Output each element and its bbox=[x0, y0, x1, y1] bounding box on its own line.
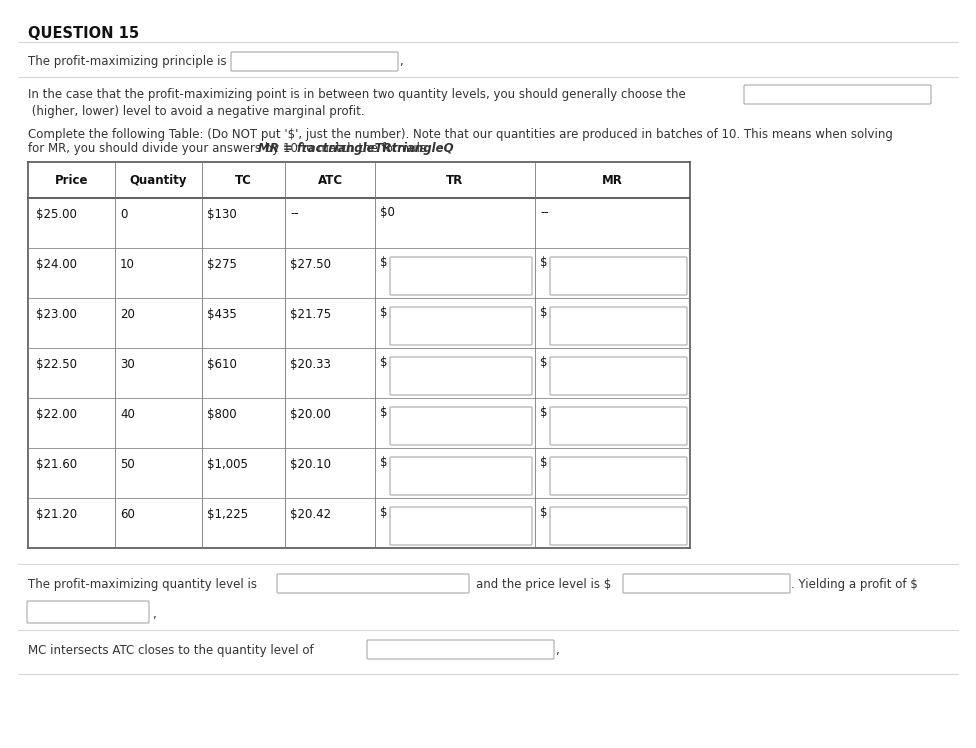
Text: $: $ bbox=[380, 456, 387, 469]
Text: $21.75: $21.75 bbox=[290, 307, 331, 320]
Text: $22.00: $22.00 bbox=[36, 408, 77, 420]
Text: 40: 40 bbox=[120, 408, 135, 420]
Text: ,: , bbox=[399, 55, 403, 68]
FancyBboxPatch shape bbox=[550, 407, 687, 445]
FancyBboxPatch shape bbox=[27, 601, 149, 623]
Text: 0: 0 bbox=[120, 207, 128, 221]
Text: $800: $800 bbox=[207, 408, 236, 420]
Text: $275: $275 bbox=[207, 257, 237, 271]
FancyBboxPatch shape bbox=[744, 85, 931, 104]
Text: Quantity: Quantity bbox=[130, 174, 187, 186]
FancyBboxPatch shape bbox=[367, 640, 554, 659]
Text: $22.50: $22.50 bbox=[36, 358, 77, 370]
Text: QUESTION 15: QUESTION 15 bbox=[28, 26, 140, 41]
Text: $: $ bbox=[540, 506, 548, 519]
Text: . Yielding a profit of $: . Yielding a profit of $ bbox=[791, 578, 917, 591]
Text: (higher, lower) level to avoid a negative marginal profit.: (higher, lower) level to avoid a negativ… bbox=[28, 105, 365, 118]
FancyBboxPatch shape bbox=[390, 507, 532, 545]
FancyBboxPatch shape bbox=[390, 357, 532, 395]
Text: $: $ bbox=[380, 356, 387, 369]
Text: $20.10: $20.10 bbox=[290, 458, 331, 470]
Text: In the case that the profit-maximizing point is in between two quantity levels, : In the case that the profit-maximizing p… bbox=[28, 88, 686, 101]
Text: ,: , bbox=[555, 644, 558, 657]
FancyBboxPatch shape bbox=[277, 574, 469, 593]
FancyBboxPatch shape bbox=[231, 52, 398, 71]
Text: 10: 10 bbox=[120, 257, 135, 271]
Text: $: $ bbox=[540, 306, 548, 319]
FancyBboxPatch shape bbox=[550, 457, 687, 495]
Text: MR: MR bbox=[602, 174, 623, 186]
FancyBboxPatch shape bbox=[390, 257, 532, 295]
Text: $: $ bbox=[540, 406, 548, 419]
Text: $: $ bbox=[540, 356, 548, 369]
Text: $27.50: $27.50 bbox=[290, 257, 331, 271]
Text: $: $ bbox=[380, 306, 387, 319]
Text: ATC: ATC bbox=[317, 174, 343, 186]
Text: 60: 60 bbox=[120, 507, 135, 521]
Text: $20.33: $20.33 bbox=[290, 358, 331, 370]
FancyBboxPatch shape bbox=[550, 307, 687, 345]
Text: The profit-maximizing quantity level is: The profit-maximizing quantity level is bbox=[28, 578, 257, 591]
Text: $24.00: $24.00 bbox=[36, 257, 77, 271]
FancyBboxPatch shape bbox=[390, 407, 532, 445]
Text: $: $ bbox=[540, 456, 548, 469]
Text: ,: , bbox=[152, 608, 156, 621]
Text: MC intersects ATC closes to the quantity level of: MC intersects ATC closes to the quantity… bbox=[28, 644, 313, 657]
FancyBboxPatch shape bbox=[550, 357, 687, 395]
Text: $0: $0 bbox=[380, 206, 395, 219]
Text: 30: 30 bbox=[120, 358, 135, 370]
FancyBboxPatch shape bbox=[550, 507, 687, 545]
Text: $21.20: $21.20 bbox=[36, 507, 77, 521]
Text: $: $ bbox=[380, 406, 387, 419]
Text: --: -- bbox=[290, 207, 299, 221]
FancyBboxPatch shape bbox=[550, 257, 687, 295]
FancyBboxPatch shape bbox=[390, 457, 532, 495]
Text: MR = fractriangleTRtriangleQ: MR = fractriangleTRtriangleQ bbox=[258, 142, 454, 155]
FancyBboxPatch shape bbox=[623, 574, 790, 593]
Text: $: $ bbox=[380, 256, 387, 269]
Text: $1,005: $1,005 bbox=[207, 458, 248, 470]
Bar bbox=[28, 162, 690, 548]
Text: Price: Price bbox=[55, 174, 88, 186]
Text: $: $ bbox=[380, 506, 387, 519]
Text: $: $ bbox=[540, 256, 548, 269]
Text: $20.00: $20.00 bbox=[290, 408, 331, 420]
Text: $130: $130 bbox=[207, 207, 237, 221]
Text: Complete the following Table: (Do NOT put '$', just the number). Note that our q: Complete the following Table: (Do NOT pu… bbox=[28, 128, 893, 141]
Text: The profit-maximizing principle is: The profit-maximizing principle is bbox=[28, 55, 226, 68]
Text: TR: TR bbox=[446, 174, 464, 186]
Text: $1,225: $1,225 bbox=[207, 507, 248, 521]
Text: TC: TC bbox=[235, 174, 252, 186]
Text: $25.00: $25.00 bbox=[36, 207, 77, 221]
Text: $610: $610 bbox=[207, 358, 237, 370]
Text: 20: 20 bbox=[120, 307, 135, 320]
FancyBboxPatch shape bbox=[390, 307, 532, 345]
Text: 50: 50 bbox=[120, 458, 135, 470]
Text: $21.60: $21.60 bbox=[36, 458, 77, 470]
Text: for MR, you should divide your answers by 10 to match the formula:: for MR, you should divide your answers b… bbox=[28, 142, 435, 155]
Text: $23.00: $23.00 bbox=[36, 307, 77, 320]
Text: and the price level is $: and the price level is $ bbox=[476, 578, 611, 591]
Text: $435: $435 bbox=[207, 307, 237, 320]
Text: $20.42: $20.42 bbox=[290, 507, 331, 521]
Text: --: -- bbox=[540, 206, 549, 219]
